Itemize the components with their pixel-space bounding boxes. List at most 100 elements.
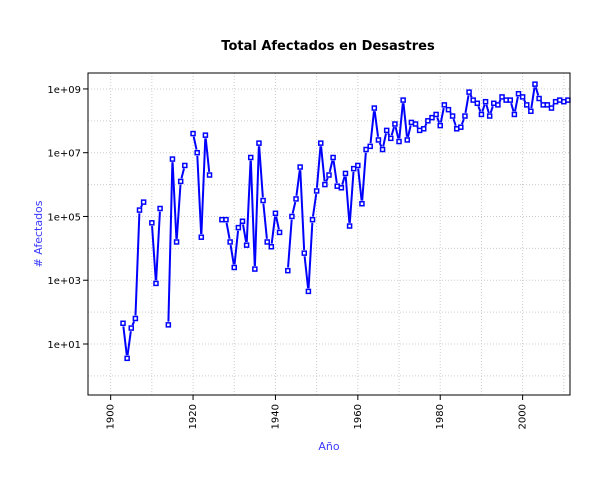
series-segment [394, 126, 400, 139]
x-tick-label: 1900 [106, 404, 117, 429]
series-segment [469, 94, 473, 98]
x-tick-label: 2000 [518, 404, 529, 429]
series-segment [303, 256, 310, 289]
series-segment [378, 142, 383, 147]
series-segment [291, 201, 297, 214]
series-segment [332, 160, 338, 184]
series-segment [398, 103, 404, 139]
data-point [326, 172, 332, 178]
series-segment [436, 117, 441, 123]
data-point [268, 244, 275, 250]
data-point [532, 81, 538, 87]
series-segment [262, 203, 268, 239]
data-point [305, 288, 312, 295]
x-tick-label: 1960 [353, 404, 364, 429]
data-point [528, 108, 534, 115]
series-line [120, 81, 571, 362]
series-segment [523, 99, 527, 103]
series-segment [131, 321, 136, 326]
series-segment [229, 244, 235, 265]
data-point [548, 105, 555, 111]
series-segment [452, 118, 457, 127]
series-segment [225, 222, 231, 240]
series-segment [315, 146, 322, 188]
series-segment [369, 111, 375, 144]
y-tick-label: 1e+03 [47, 276, 81, 287]
data-point [375, 137, 382, 143]
series-segment [348, 171, 355, 223]
plot-frame [87, 72, 571, 396]
y-axis: 1e+01 1e+03 1e+05 1e+07 1e+09 [47, 85, 88, 351]
x-tick-label: 1980 [435, 404, 446, 429]
series-segment [167, 162, 174, 322]
data-point [235, 224, 242, 231]
series-segment [171, 162, 178, 239]
data-point [198, 234, 205, 240]
series-segment [344, 176, 351, 223]
data-point [388, 135, 394, 142]
series-segment [481, 104, 486, 112]
data-point [346, 223, 353, 229]
data-point [565, 97, 571, 103]
data-point [132, 315, 139, 322]
data-point [239, 218, 246, 224]
data-point [338, 185, 345, 191]
series-segment [175, 184, 182, 239]
series-segment [134, 213, 141, 316]
series-segment [311, 193, 318, 217]
series-segment [460, 118, 465, 125]
data-point [313, 188, 320, 194]
data-point [243, 242, 250, 248]
data-point [412, 121, 419, 127]
series-segment [126, 331, 132, 356]
series-segment [325, 177, 329, 183]
data-point [318, 140, 324, 146]
data-point [470, 97, 476, 103]
series-segment [489, 106, 494, 114]
data-point [383, 127, 390, 134]
series-segment [439, 107, 445, 123]
series-segment [196, 155, 203, 235]
data-point [256, 140, 262, 146]
data-point [223, 216, 229, 223]
series-segment [295, 170, 301, 196]
data-point [330, 154, 336, 161]
data-point [421, 126, 427, 132]
series-segment [527, 107, 530, 110]
data-point [177, 178, 184, 185]
series-segment [233, 230, 240, 265]
grid [88, 73, 570, 395]
data-point [519, 94, 526, 100]
x-axis: 1900 1920 1940 1960 1980 2000 [106, 395, 529, 429]
data-point [182, 162, 188, 169]
series-segment [387, 132, 391, 136]
series-segment [373, 111, 380, 137]
series-segment [258, 146, 264, 198]
series-segment [449, 111, 452, 114]
data-point [264, 239, 270, 245]
data-point [392, 121, 398, 127]
data-point [544, 102, 551, 108]
data-point [190, 130, 196, 137]
y-tick-label: 1e+09 [47, 85, 81, 96]
series-segment [307, 222, 314, 289]
series-segment [402, 103, 408, 137]
data-point [445, 106, 452, 113]
data-point [165, 322, 172, 328]
chart-title: Total Afectados en Desastres [221, 39, 435, 54]
series-segment [361, 152, 367, 201]
data-point [260, 197, 266, 204]
series-segment [539, 100, 543, 103]
data-point [466, 89, 472, 95]
series-segment [192, 136, 198, 150]
data-point [149, 220, 155, 226]
data-point [478, 111, 485, 118]
series-segment [424, 123, 428, 127]
data-point [124, 355, 130, 362]
series-segment [390, 126, 395, 136]
data-point [396, 138, 402, 145]
y-axis-title: # Afectados [32, 200, 45, 267]
y-tick-label: 1e+07 [47, 149, 81, 160]
data-point [429, 114, 435, 121]
data-point [173, 239, 180, 245]
